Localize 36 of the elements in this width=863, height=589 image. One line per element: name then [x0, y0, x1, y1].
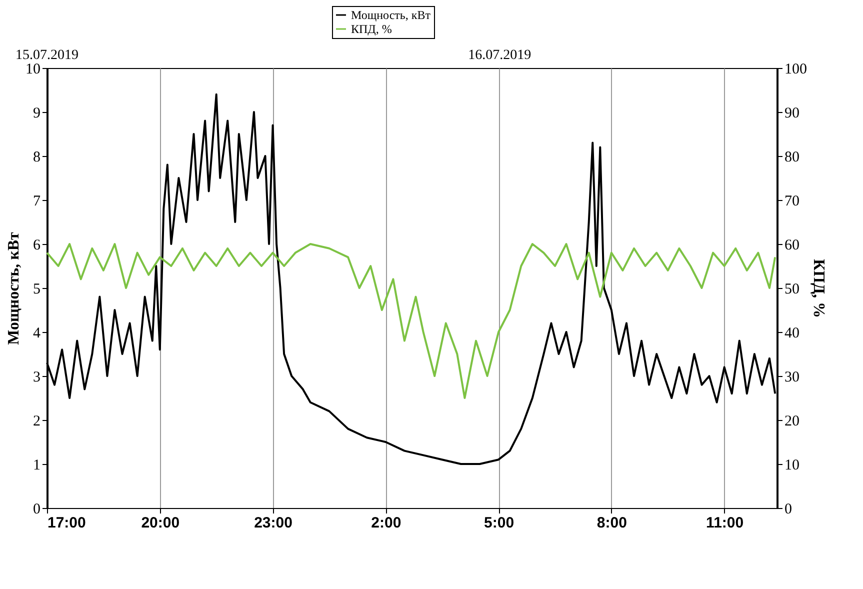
y2-tick-label: 40	[784, 326, 800, 342]
y2-tick-label: 90	[784, 106, 800, 122]
text: 16.07.2019	[468, 48, 532, 63]
y-tick-label: 9	[33, 106, 40, 122]
y-tick-label: 5	[33, 282, 40, 298]
y2-tick-label: 20	[784, 414, 800, 430]
x-tick-label: 5:00	[484, 514, 514, 532]
y2-tick-label: 0	[784, 502, 792, 518]
x-tick-label: 11:00	[706, 514, 744, 532]
y2-axis-title: КПД, %	[810, 258, 827, 318]
x-tick-label: 2:00	[371, 514, 402, 532]
y-tick-label: 2	[33, 414, 40, 430]
x-tick-label: 8:00	[596, 514, 627, 532]
y2-tick-label: 30	[784, 370, 800, 386]
y2-tick-label: 50	[784, 282, 800, 298]
x-tick-label: 17:00	[48, 514, 86, 532]
y-tick-label: 7	[33, 194, 41, 210]
y2-tick-label: 70	[784, 194, 800, 210]
legend-label: КПД, %	[351, 22, 392, 36]
y-axis-title: Мощность, кВт	[6, 232, 22, 345]
y2-tick-label: 60	[784, 238, 800, 254]
text: 15.07.2019	[16, 48, 78, 63]
legend-label: Мощность, кВт	[351, 8, 432, 22]
x-tick-label: 20:00	[141, 514, 180, 532]
y-tick-label: 10	[26, 62, 40, 78]
y-tick-label: 0	[33, 502, 40, 518]
y-tick-label: 3	[33, 370, 40, 386]
y-tick-label: 6	[33, 238, 41, 254]
y2-tick-label: 10	[784, 458, 800, 474]
y2-tick-label: 100	[784, 62, 807, 78]
x-tick-label: 23:00	[254, 514, 292, 532]
line-series	[46, 243, 776, 399]
y2-tick-label: 80	[784, 150, 800, 166]
y-tick-label: 8	[33, 150, 40, 166]
y-tick-label: 4	[33, 326, 41, 342]
y-tick-label: 1	[33, 458, 40, 474]
